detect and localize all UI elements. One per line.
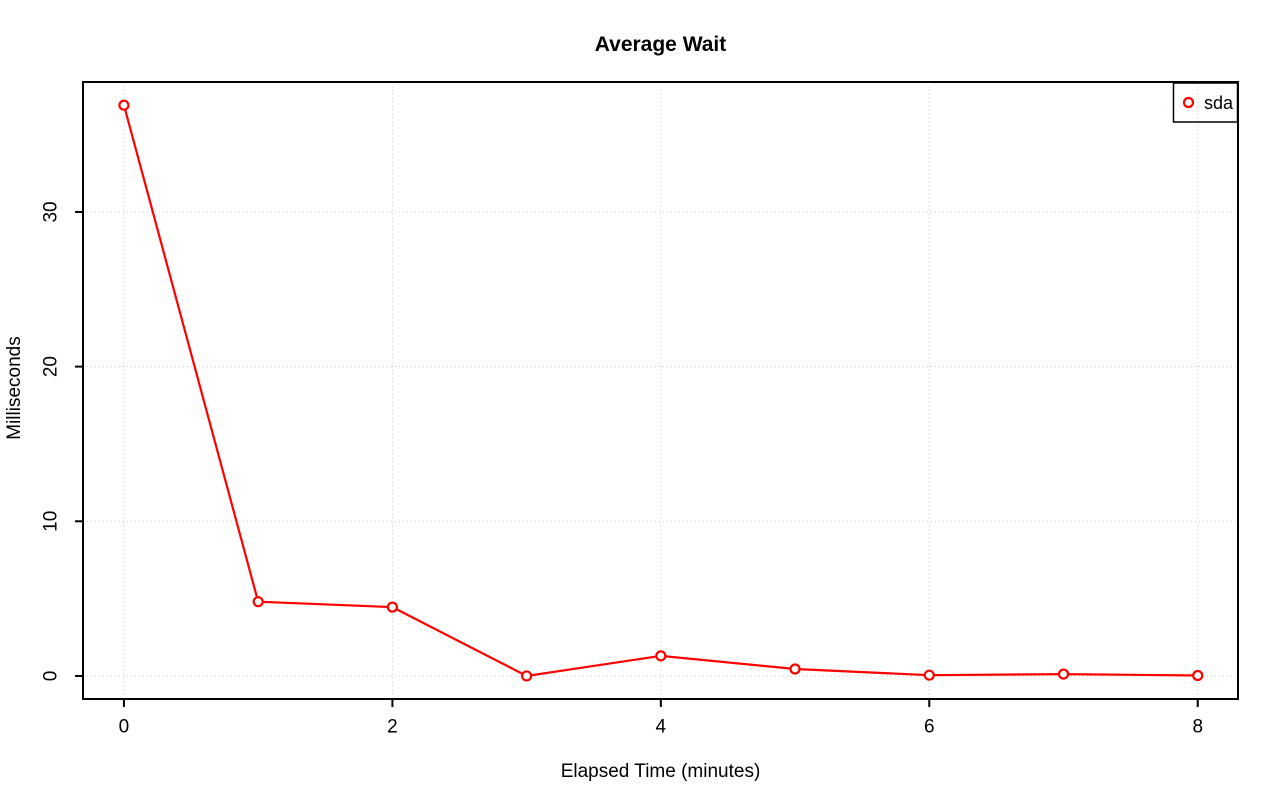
data-point-marker	[252, 596, 264, 608]
y-tick-label: 20	[41, 356, 62, 377]
x-tick-label: 6	[924, 717, 935, 738]
data-point-marker	[118, 99, 130, 111]
y-tick-label: 10	[41, 511, 62, 532]
legend: sda	[1172, 82, 1239, 123]
y-axis-label: Milliseconds	[4, 336, 25, 440]
y-tick-label: 30	[41, 201, 62, 222]
x-axis-label: Elapsed Time (minutes)	[560, 761, 761, 782]
data-point-marker	[521, 670, 533, 682]
legend-label: sda	[1204, 93, 1234, 113]
plot-box	[82, 81, 1239, 700]
data-point-marker	[655, 650, 667, 662]
legend-marker-icon	[1182, 96, 1195, 109]
data-point-marker	[1192, 669, 1204, 682]
x-tick-label: 0	[119, 717, 130, 738]
gridlines	[83, 82, 1238, 699]
data-point-marker	[1057, 668, 1070, 680]
axes: 0 2 4 6 8 0 10 20 30	[41, 201, 1203, 737]
data-point-marker	[923, 669, 935, 681]
data-point-marker	[789, 663, 801, 675]
x-tick-label: 2	[387, 717, 398, 738]
y-tick-label: 0	[41, 671, 62, 682]
chart-title: Average Wait	[594, 33, 727, 56]
x-tick-label: 8	[1192, 717, 1203, 738]
data-point-marker	[386, 601, 398, 613]
x-tick-label: 4	[656, 717, 667, 738]
legend-box	[1172, 82, 1239, 123]
